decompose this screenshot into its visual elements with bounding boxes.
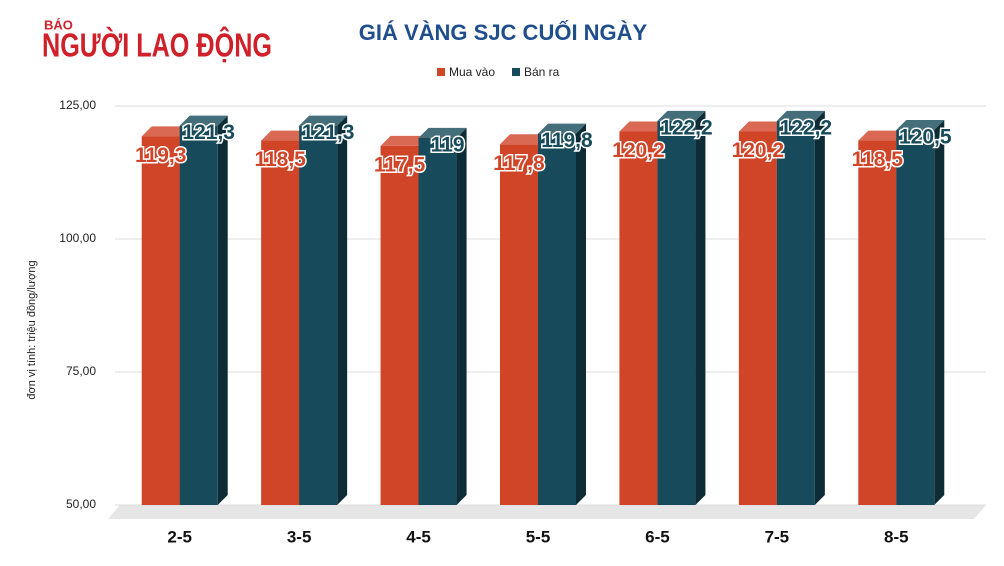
bar bbox=[619, 131, 658, 505]
bar-top bbox=[500, 134, 548, 145]
value-label: 122,2 bbox=[660, 116, 713, 139]
bar-top bbox=[776, 110, 825, 121]
x-tick-label: 4-5 bbox=[406, 527, 431, 546]
bar-side bbox=[456, 127, 467, 506]
bar-side bbox=[337, 115, 348, 506]
bar-top bbox=[380, 135, 429, 146]
floor bbox=[108, 505, 986, 519]
value-label: 118,5 bbox=[254, 148, 306, 171]
bar-top bbox=[738, 121, 787, 132]
bar bbox=[261, 140, 300, 505]
legend-label: Bán ra bbox=[524, 65, 560, 79]
bar-top bbox=[657, 110, 706, 121]
bar bbox=[179, 125, 218, 506]
value-label: 120,2 bbox=[732, 139, 785, 162]
bar-top bbox=[141, 126, 190, 137]
bar-top bbox=[261, 130, 310, 141]
bar bbox=[776, 120, 815, 506]
x-tick-label: 5-5 bbox=[526, 527, 551, 546]
value-label: 119 bbox=[431, 133, 465, 156]
value-label: 117,8 bbox=[493, 152, 545, 175]
y-tick-label: 100,00 bbox=[59, 231, 96, 245]
x-tick-label: 7-5 bbox=[765, 527, 790, 546]
value-label: 120,5 bbox=[899, 125, 952, 148]
legend-label: Mua vào bbox=[449, 65, 495, 79]
value-label: 121,3 bbox=[302, 121, 355, 144]
bar-side bbox=[814, 110, 825, 506]
bar-top bbox=[179, 115, 228, 126]
value-label: 120,2 bbox=[612, 139, 665, 162]
x-tick-label: 6-5 bbox=[645, 527, 670, 546]
value-label: 122,2 bbox=[780, 116, 833, 139]
value-label: 119,3 bbox=[135, 144, 186, 167]
bar-top bbox=[896, 119, 945, 130]
x-tick-label: 3-5 bbox=[287, 527, 312, 546]
bar-top bbox=[858, 130, 907, 141]
bar-top bbox=[538, 123, 586, 134]
y-tick-label: 75,00 bbox=[66, 364, 96, 378]
bar-side bbox=[576, 123, 586, 505]
bar bbox=[141, 136, 180, 505]
bar bbox=[896, 129, 935, 505]
logo-small: BÁO bbox=[44, 17, 73, 32]
bar bbox=[500, 144, 538, 505]
bar bbox=[858, 140, 897, 505]
bar-side bbox=[934, 119, 945, 505]
value-label: 118,5 bbox=[852, 148, 904, 171]
bar bbox=[538, 133, 576, 505]
bar bbox=[380, 145, 419, 505]
x-tick-label: 2-5 bbox=[167, 527, 192, 546]
x-tick-label: 8-5 bbox=[884, 527, 909, 546]
bar-side bbox=[695, 110, 706, 506]
bar bbox=[738, 131, 777, 505]
bar-side bbox=[217, 115, 228, 506]
bar-top bbox=[299, 115, 348, 126]
bar bbox=[657, 120, 696, 506]
bar-top bbox=[619, 121, 668, 132]
y-axis-label: đơn vị tính: triệu đồng/lượng bbox=[26, 260, 38, 399]
bar-top bbox=[418, 127, 467, 138]
logo-big: NGƯỜI LAO ĐỘNG bbox=[42, 26, 272, 64]
chart-title: GIÁ VÀNG SJC CUỐI NGÀY bbox=[359, 19, 648, 45]
y-tick-label: 125,00 bbox=[59, 98, 96, 112]
legend-swatch bbox=[437, 68, 445, 76]
value-label: 121,3 bbox=[182, 121, 235, 144]
bar bbox=[299, 125, 338, 506]
bar bbox=[418, 137, 457, 506]
y-tick-label: 50,00 bbox=[66, 497, 96, 511]
value-label: 119,8 bbox=[541, 129, 593, 152]
value-label: 117,5 bbox=[374, 153, 426, 176]
legend-swatch bbox=[512, 68, 520, 76]
